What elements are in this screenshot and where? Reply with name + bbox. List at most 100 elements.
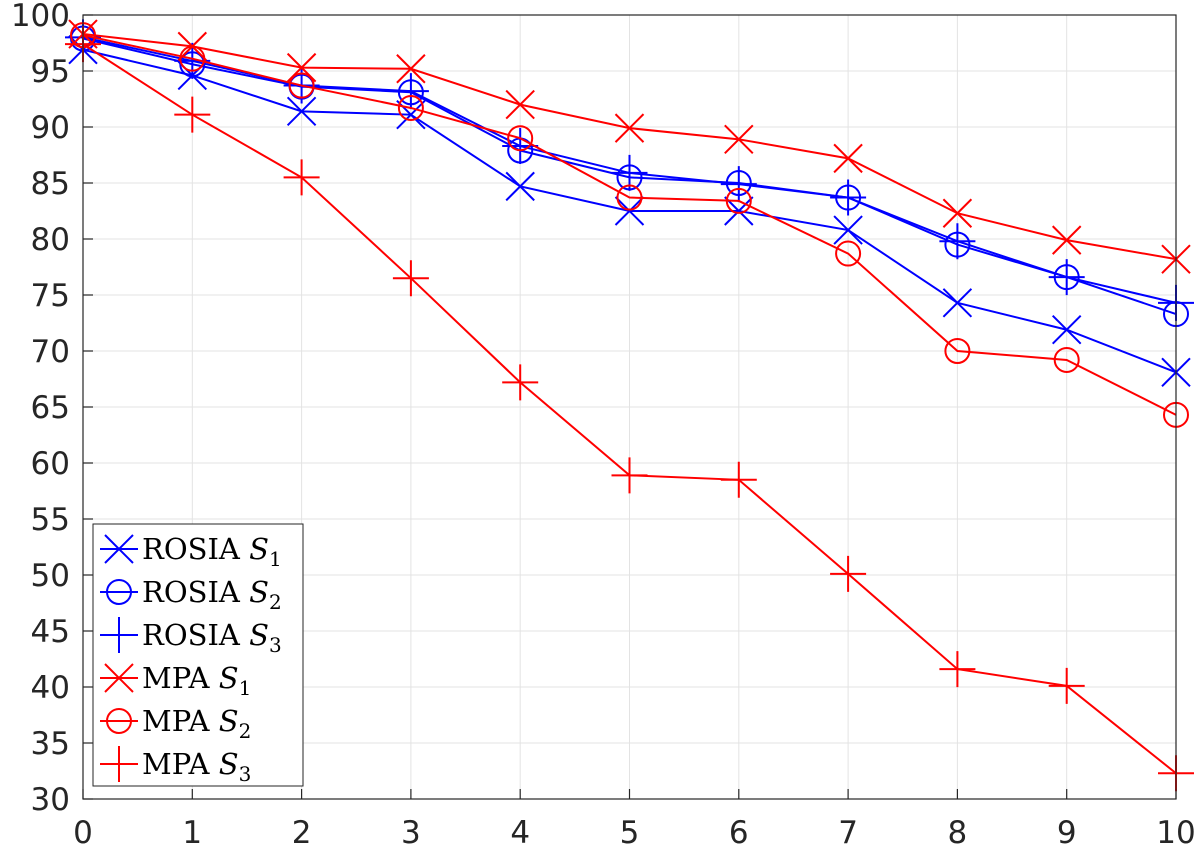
- data-point-5-6: [720, 461, 757, 498]
- legend-set-symbol: S: [249, 575, 269, 609]
- data-point-4-4: [507, 125, 534, 152]
- legend-set-index: 2: [269, 590, 282, 614]
- legend-label: MPA S1: [142, 661, 251, 700]
- legend-series-name: MPA: [142, 661, 219, 695]
- data-point-5-2: [283, 159, 320, 196]
- x-tick-label: 9: [1057, 815, 1077, 848]
- legend-set-index: 1: [269, 547, 282, 571]
- data-point-5-5: [611, 457, 648, 494]
- x-tick-label: 10: [1156, 815, 1195, 848]
- legend-set-symbol: S: [219, 747, 239, 781]
- data-point-0-7: [833, 215, 863, 245]
- data-point-4-3: [397, 94, 424, 121]
- x-tick-label: 0: [73, 815, 93, 848]
- x-tick-label: 7: [838, 815, 858, 848]
- legend-item-0: ROSIA S1: [100, 532, 282, 571]
- legend-marker: [101, 617, 137, 653]
- legend-set-index: 3: [239, 762, 252, 786]
- legend-set-symbol: S: [219, 704, 239, 738]
- data-point-5-3: [392, 260, 429, 297]
- legend-marker: [106, 579, 132, 605]
- legend-item-1: ROSIA S2: [100, 575, 282, 614]
- data-point-2-8: [939, 223, 976, 260]
- data-point-2-9: [1048, 259, 1085, 296]
- y-tick-label: 75: [31, 278, 70, 314]
- y-tick-label: 80: [31, 222, 70, 258]
- data-point-5-9: [1048, 667, 1085, 704]
- legend-item-2: ROSIA S3: [100, 617, 282, 657]
- legend-set-index: 3: [269, 633, 282, 657]
- data-point-3-9: [1051, 225, 1082, 255]
- data-point-4-7: [835, 240, 862, 267]
- series-layer: [65, 19, 1194, 792]
- x-tick-label: 1: [182, 815, 202, 848]
- x-tick-label: 8: [948, 815, 968, 848]
- y-tick-label: 35: [31, 726, 70, 762]
- data-point-0-6: [724, 196, 754, 226]
- data-point-5-7: [830, 555, 867, 592]
- legend-item-4: MPA S2: [100, 704, 251, 743]
- data-point-4-9: [1053, 346, 1080, 373]
- data-point-3-7: [833, 143, 863, 174]
- data-point-3-4: [505, 89, 535, 120]
- legend-series-name: ROSIA: [142, 575, 249, 609]
- data-point-5-8: [939, 651, 976, 688]
- legend-label: ROSIA S3: [142, 618, 282, 657]
- y-tick-label: 60: [31, 446, 70, 482]
- legend-box: [92, 523, 304, 787]
- data-point-2-6: [720, 166, 757, 203]
- y-tick-label: 65: [31, 390, 70, 426]
- data-point-4-6: [725, 187, 752, 214]
- series-line-4: [82, 34, 1177, 416]
- data-point-4-5: [616, 184, 643, 211]
- y-tick-label: 95: [31, 54, 70, 90]
- legend-set-symbol: S: [219, 661, 239, 695]
- legend-label: MPA S2: [142, 704, 251, 743]
- legend-marker: [104, 534, 134, 564]
- data-point-3-6: [724, 124, 754, 155]
- x-tick-label: 3: [401, 815, 421, 848]
- x-tick-label: 6: [729, 815, 749, 848]
- data-point-3-5: [614, 113, 645, 143]
- y-tick-label: 45: [31, 614, 70, 650]
- data-point-4-8: [944, 338, 971, 364]
- legend-item-5: MPA S3: [100, 746, 251, 786]
- y-tick-label: 90: [31, 110, 70, 146]
- legend-label: ROSIA S2: [142, 575, 282, 614]
- y-tick-label: 40: [31, 670, 70, 706]
- legend-item-3: MPA S1: [100, 661, 251, 700]
- data-point-0-2: [286, 96, 317, 127]
- y-tick-label: 55: [31, 502, 70, 538]
- y-tick-label: 100: [11, 0, 70, 34]
- data-point-4-2: [288, 72, 315, 99]
- data-point-3-3: [396, 54, 426, 84]
- y-tick-label: 30: [31, 782, 70, 818]
- legend-series-name: MPA: [142, 704, 219, 738]
- x-tick-label: 4: [510, 815, 530, 848]
- data-point-3-8: [942, 198, 973, 228]
- legend-marker: [106, 708, 132, 734]
- y-tick-label: 70: [31, 334, 70, 370]
- data-point-0-8: [942, 288, 973, 318]
- legend-marker: [104, 663, 134, 693]
- legend-set-index: 1: [239, 676, 252, 700]
- data-point-2-4: [502, 128, 539, 165]
- x-tick-label: 5: [620, 815, 640, 848]
- legend-set-symbol: S: [249, 532, 269, 566]
- legend-label: MPA S3: [142, 747, 251, 786]
- legend-series-name: MPA: [142, 747, 219, 781]
- legend-series-name: ROSIA: [142, 618, 249, 652]
- legend-marker: [101, 746, 137, 782]
- data-point-5-1: [174, 96, 211, 133]
- data-point-4-1: [179, 45, 206, 72]
- data-point-0-5: [614, 196, 645, 226]
- legend-series-name: ROSIA: [142, 532, 249, 566]
- series-5: [65, 26, 1194, 792]
- axis-ticks: 0 1 2 3 4 5 6 7 8 9 103035404550556065707580859095…: [11, 0, 1196, 848]
- data-point-0-9: [1051, 315, 1082, 345]
- x-tick-label: 2: [292, 815, 312, 848]
- y-tick-label: 50: [31, 558, 70, 594]
- data-point-0-4: [505, 171, 535, 202]
- data-point-2-3: [392, 73, 429, 110]
